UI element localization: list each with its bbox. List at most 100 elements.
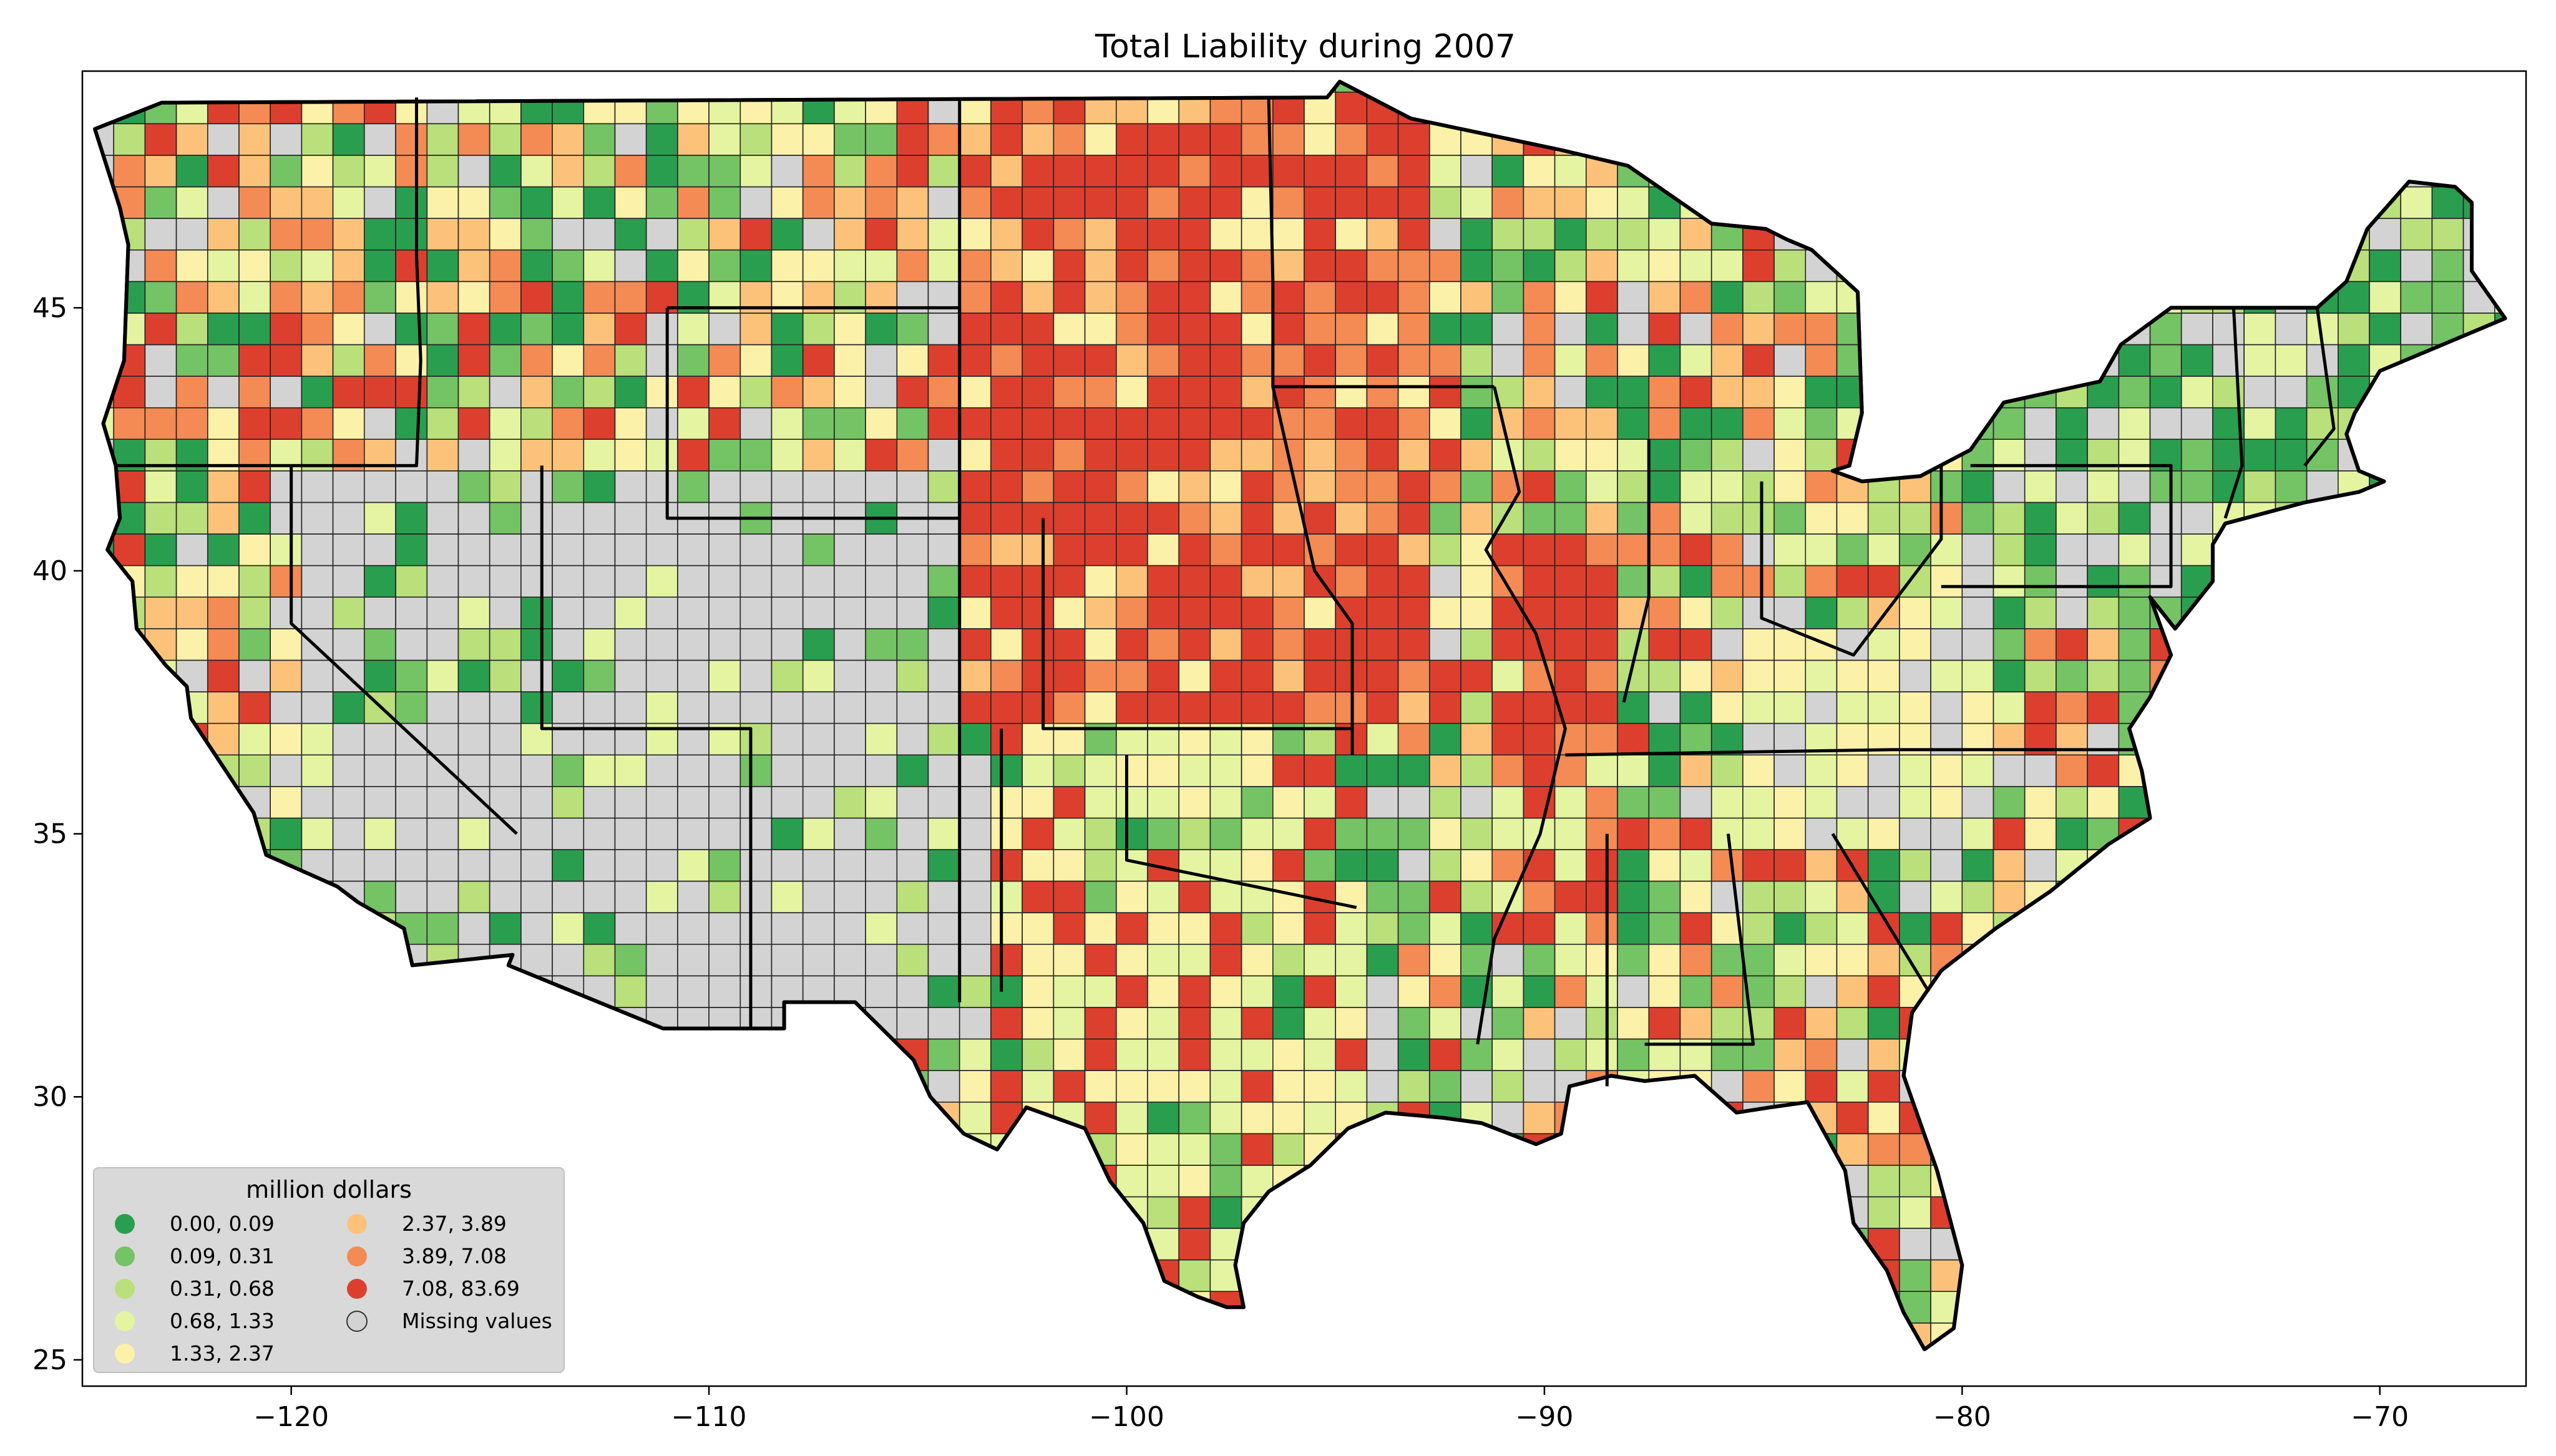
county-cell [1523,533,1556,566]
county-cell [1554,249,1587,283]
county-cell [927,155,960,188]
county-cell [834,817,866,850]
county-cell [1679,628,1712,661]
county-cell [332,849,365,882]
county-cell [1523,376,1556,409]
county-cell [1053,817,1086,850]
county-cell [1147,123,1180,156]
county-cell [2243,313,2276,346]
county-cell [1147,943,1180,977]
county-cell [1710,596,1744,629]
county-cell [1022,155,1055,188]
county-cell [175,407,208,440]
county-cell [1742,880,1775,913]
county-cell [583,786,616,819]
county-cell [1272,817,1305,850]
county-cell [1022,691,1055,724]
county-cell [1084,1007,1117,1040]
county-cell [301,155,334,188]
county-cell [739,186,773,219]
county-cell [1178,596,1211,629]
county-cell [1586,912,1618,945]
county-cell [583,344,616,377]
county-cell [426,912,459,945]
county-cell [1742,344,1775,377]
county-cell [614,912,647,945]
county-cell [1241,817,1274,850]
county-cell [1397,817,1430,850]
county-cell [990,1007,1023,1040]
county-cell [1867,1038,1900,1071]
county-cell [1147,975,1180,1008]
county-cell [802,186,835,219]
county-cell [834,691,866,724]
county-cell [1491,754,1524,787]
county-cell [865,817,898,850]
county-cell [1178,344,1211,377]
county-cell [1742,943,1775,977]
county-cell [1491,533,1524,566]
county-cell [677,817,710,850]
county-cell [1022,281,1055,314]
county-cell [1899,880,1931,913]
county-cell [990,1038,1023,1071]
county-cell [1209,596,1242,629]
county-cell [1523,249,1556,283]
county-cell [677,218,710,251]
county-cell [1460,754,1493,787]
county-cell [1147,470,1180,503]
county-cell [834,943,866,977]
county-cell [270,123,303,156]
county-cell [395,344,428,377]
county-cell [1523,943,1556,977]
county-cell [1147,344,1180,377]
county-cell [1053,849,1086,882]
county-cell [1366,754,1399,787]
county-cell [739,376,773,409]
county-cell [426,123,459,156]
county-cell [2056,691,2088,724]
county-cell [1554,218,1587,251]
county-cell [1805,786,1838,819]
county-cell [1899,565,1931,598]
county-cell [1836,1070,1869,1103]
county-cell [1805,439,1838,472]
county-cell [865,249,898,283]
county-cell [739,533,773,566]
county-cell [1773,1038,1807,1071]
county-cell [395,596,428,629]
county-cell [583,628,616,661]
county-cell [426,281,459,314]
county-cell [332,218,365,251]
county-cell [1272,659,1305,692]
county-cell [708,659,741,692]
county-cell [1523,1070,1556,1103]
county-cell [1523,186,1556,219]
county-cell [489,880,522,913]
county-cell [489,691,522,724]
county-cell [1084,1038,1117,1071]
county-cell [1679,659,1712,692]
county-cell [1773,470,1807,503]
county-cell [520,439,553,472]
county-cell [1429,596,1461,629]
county-cell [990,596,1023,629]
county-cell [645,880,678,913]
county-cell [990,754,1023,787]
county-cell [1209,1133,1242,1166]
county-cell [708,218,741,251]
county-cell [771,849,804,882]
county-cell [990,470,1023,503]
county-cell [802,218,835,251]
county-cell [520,249,553,283]
county-cell [1272,249,1305,283]
county-cell [426,596,459,629]
county-cell [1648,817,1681,850]
county-cell [1617,407,1650,440]
x-tick-label: −90 [1515,1401,1573,1433]
county-cell [1397,849,1430,882]
legend-swatch [115,1279,135,1299]
county-cell [207,249,240,283]
county-cell [1523,470,1556,503]
